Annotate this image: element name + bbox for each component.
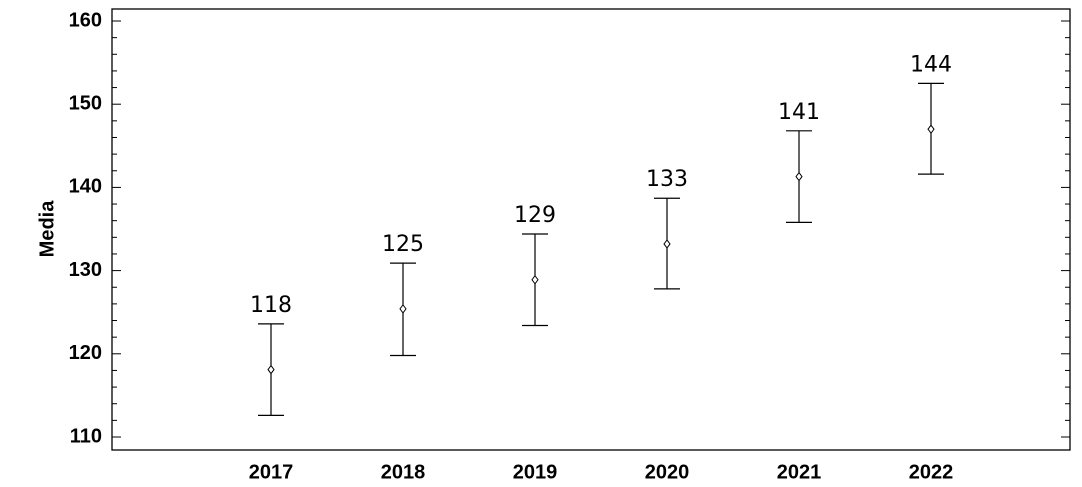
- x-tick-label: 2022: [909, 461, 954, 483]
- y-tick-label: 140: [69, 176, 102, 198]
- y-axis: 110 120 130 140 150 160: [69, 9, 1070, 447]
- data-label: 118: [250, 293, 292, 318]
- mean-marker: [267, 364, 275, 375]
- data-label: 125: [382, 232, 424, 257]
- data-label: 129: [514, 203, 556, 228]
- x-tick-label: 2017: [249, 461, 294, 483]
- x-tick-label: 2018: [381, 461, 426, 483]
- error-bars: 118 125 129 133 141 144: [250, 52, 952, 416]
- data-label: 133: [646, 167, 688, 192]
- mean-marker: [399, 304, 407, 314]
- mean-marker: [663, 239, 671, 249]
- x-tick-label: 2021: [777, 461, 822, 483]
- plot-frame: [111, 8, 1071, 451]
- y-tick-label: 160: [69, 9, 102, 31]
- data-label: 144: [910, 52, 952, 77]
- data-label: 141: [778, 100, 820, 125]
- mean-marker: [531, 274, 539, 285]
- y-tick-label: 150: [69, 92, 102, 114]
- mean-marker: [795, 171, 803, 182]
- x-tick-label: 2020: [645, 461, 690, 483]
- y-tick-label: 120: [69, 342, 102, 364]
- y-tick-label: 130: [69, 259, 102, 281]
- y-axis-title: Media: [36, 200, 58, 258]
- x-tick-label: 2019: [513, 461, 558, 483]
- y-tick-label: 110: [70, 425, 102, 447]
- x-axis: 2017 2018 2019 2020 2021 2022: [249, 461, 954, 483]
- mean-marker: [927, 124, 935, 134]
